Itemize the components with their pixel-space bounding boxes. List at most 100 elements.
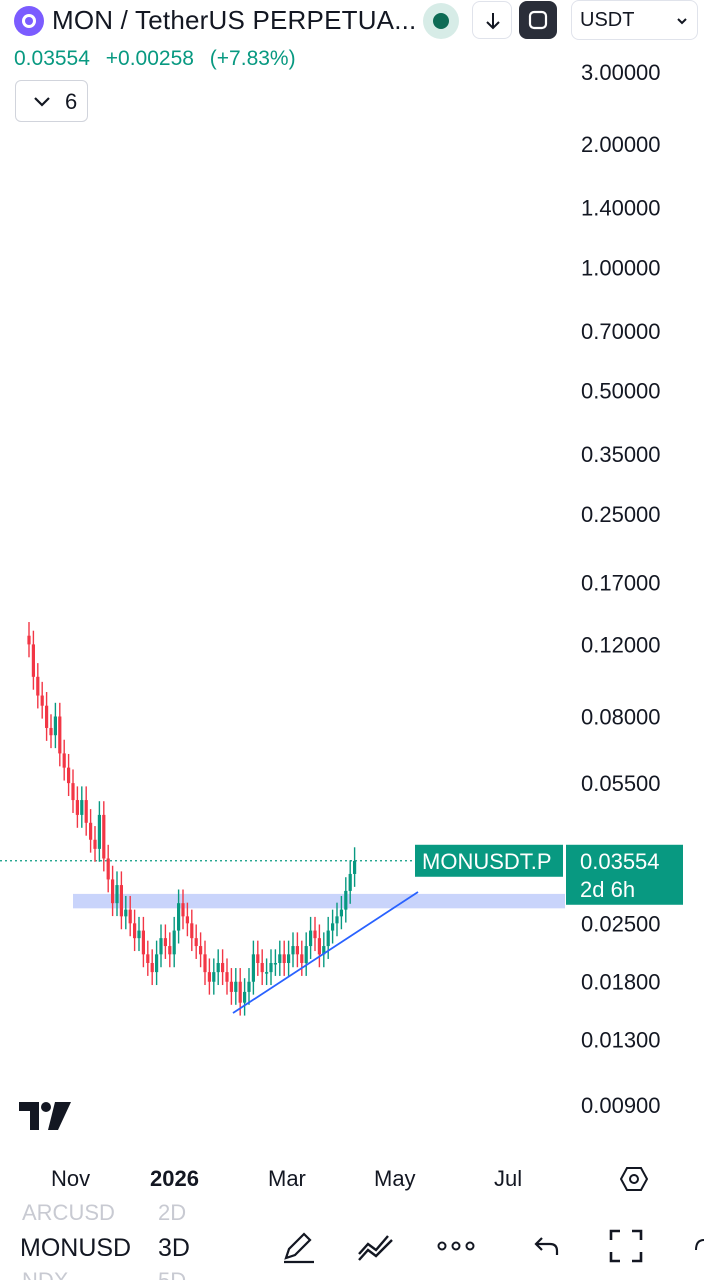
last-price-label-box [566,844,683,905]
price-tick-label: 0.01300 [581,1028,661,1053]
symbol-logo-icon [14,6,44,36]
candle-body [58,716,62,754]
price-tick-label: 0.05500 [581,771,661,796]
candle-body [80,800,84,815]
pen-draw-icon[interactable] [280,1228,318,1264]
price-change-percent: (+7.83%) [209,47,296,70]
symbol-title[interactable]: MON / TetherUS PERPETUA... [52,5,417,35]
price-chart[interactable]: 3.00000 2.00000 1.40000 1.00000 0.70000 0.500… [0,0,705,1160]
candle-body [146,954,150,964]
candle-body [27,635,31,645]
undo-icon[interactable] [532,1228,562,1264]
symbol-picker-prev[interactable]: ARCUSD [22,1200,115,1225]
candle-body [45,705,49,728]
chart-settings-icon[interactable] [620,1166,648,1192]
time-label-jul: Jul [494,1166,523,1191]
price-tick-label: 0.50000 [581,379,661,404]
candle-body [133,923,137,939]
support-zone [73,893,565,909]
price-tick-label: 0.02500 [581,911,661,936]
price-tick-label: 3.00000 [581,60,661,85]
candle-body [31,644,35,677]
candle-body [190,923,194,939]
symbol-picker-current[interactable]: MONUSD [20,1234,132,1262]
candle-body [119,885,123,917]
candle-body [273,963,277,965]
partial-icon [695,1239,705,1251]
candle-body [115,885,119,904]
candle-body [313,930,317,939]
price-change: +0.00258 [105,47,194,70]
last-price: 0.03554 [14,47,90,70]
candle-body [278,954,282,964]
symbol-picker-next[interactable]: NDX [22,1268,132,1280]
candle-body [177,903,181,931]
candle-body [155,954,159,973]
candle-body [243,991,247,1003]
candle-body [62,753,66,768]
time-label-nov: Nov [51,1166,91,1191]
candle-body [124,909,128,917]
candle-body [260,963,264,973]
drawing-tools-icon[interactable] [356,1228,396,1264]
symbol-label-text: MONUSDT.P [422,849,552,874]
time-axis[interactable]: Nov 2026 Mar May Jul [0,1160,705,1200]
candle-body [229,981,233,992]
time-label-mar: Mar [268,1166,306,1191]
candle-body [89,822,93,840]
candle-body [53,716,57,736]
candle-body [128,909,132,924]
interval-picker-next[interactable]: 5D [158,1268,186,1280]
chevron-down-icon [34,97,50,107]
candle-body [71,783,75,801]
price-tick-label: 0.35000 [581,442,661,467]
price-tick-label: 2.00000 [581,132,661,157]
interval-picker-prev[interactable]: 2D [158,1200,187,1225]
symbol-label-box [415,844,563,877]
price-tick-label: 0.00900 [581,1093,661,1118]
candle-body [251,954,255,982]
interval-picker-current[interactable]: 3D [158,1234,190,1262]
last-price-label: 0.03554 [580,849,660,874]
price-tick-label: 0.01800 [581,970,661,995]
candle-body [304,946,308,964]
bar-countdown-label: 2d 6h [580,877,635,902]
price-tick-label: 1.00000 [581,255,661,280]
candle-body [185,916,189,924]
time-label-2026: 2026 [150,1166,199,1191]
candle-body [282,954,286,964]
candle-body [163,938,167,947]
fullscreen-icon [528,10,548,30]
candle-body [256,954,260,964]
live-dot-icon [423,3,459,39]
candle-body [348,873,352,891]
candle-body [287,954,291,964]
arrow-down-icon [486,13,500,30]
candle-body [207,972,211,982]
price-tick-label: 0.12000 [581,632,661,657]
indicators-toggle-button[interactable]: 6 [15,80,88,122]
candle-body [97,814,101,849]
currency-select[interactable]: USDT [571,0,698,40]
fullscreen-toggle-icon[interactable] [608,1228,644,1264]
candle-body [344,890,348,910]
candle-body [137,930,141,939]
candle-body [181,903,185,917]
currency-value: USDT [580,9,635,31]
candle-body [247,981,251,992]
candle-body [269,963,273,973]
more-options-icon[interactable] [436,1228,476,1264]
fullscreen-button[interactable] [519,1,557,39]
chart-header: MON / TetherUS PERPETUA... USDT [0,0,705,42]
price-tick-label: 0.17000 [581,570,661,595]
candle-body [203,954,207,973]
candle-body [238,981,242,1003]
candle-body [194,938,198,947]
candle-body [49,727,53,736]
candle-body [331,923,335,931]
candle-body [102,814,106,859]
candle-body [141,930,145,955]
price-tick-label: 0.25000 [581,502,661,527]
buy-sell-button[interactable] [472,1,512,39]
candle-body [322,946,326,955]
